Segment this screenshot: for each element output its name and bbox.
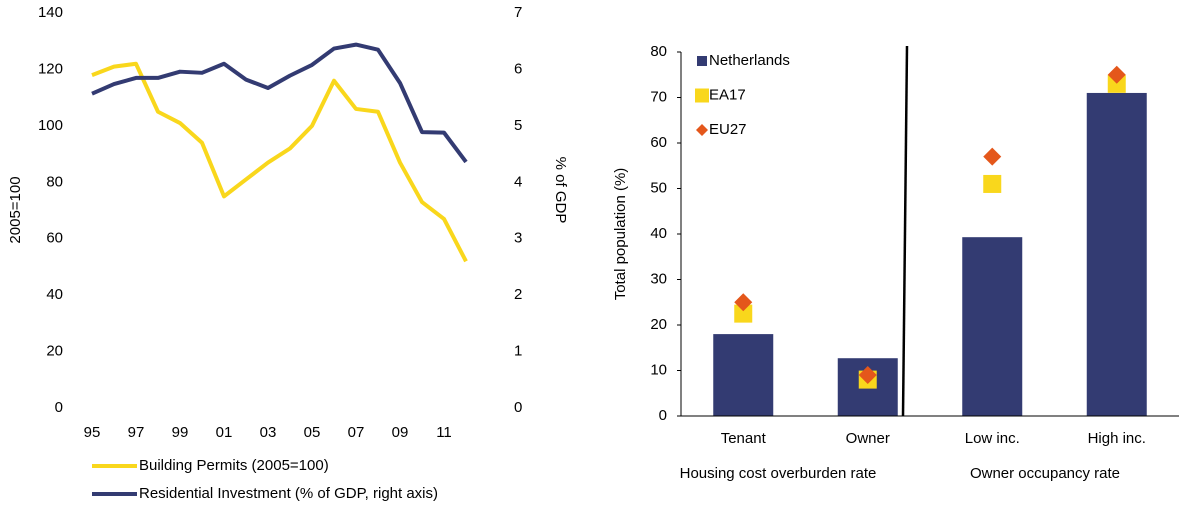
x-tick-label: Tenant	[721, 430, 767, 447]
y-tick-label: 80	[46, 173, 63, 190]
y-tick-label: 0	[55, 399, 63, 416]
x-tick-label: 09	[392, 424, 409, 441]
y-axis-label: Total population (%)	[612, 168, 629, 301]
y-tick-label: 120	[38, 60, 63, 77]
marker	[734, 293, 753, 312]
y2-tick-label: 2	[514, 286, 522, 303]
marker	[858, 366, 877, 385]
divider	[901, 45, 909, 417]
x-tick-label: 99	[172, 424, 189, 441]
y-tick-label: 10	[650, 361, 667, 378]
y2-tick-label: 6	[514, 60, 522, 77]
y-tick-label: 70	[650, 88, 667, 105]
y-tick-label: 40	[46, 286, 63, 303]
x-tick-label: 05	[304, 424, 321, 441]
y2-tick-label: 1	[514, 343, 522, 360]
y-tick-label: 140	[38, 4, 63, 21]
legend-label: Building Permits (2005=100)	[139, 457, 329, 474]
y-tick-label: 20	[650, 316, 667, 333]
x-tick-label: 11	[436, 424, 452, 441]
y-tick-label: 40	[650, 225, 667, 242]
group-label: Owner occupancy rate	[969, 465, 1121, 482]
y-tick-label: 50	[650, 179, 667, 196]
x-tick-label: Low inc.	[965, 430, 1020, 447]
y-tick-label: 0	[659, 407, 667, 424]
marker	[983, 174, 1002, 193]
y-tick-label: 20	[46, 343, 63, 360]
marker	[1107, 65, 1126, 84]
y-axis-label: 2005=100	[7, 176, 24, 243]
x-tick-label: High inc.	[1088, 430, 1146, 447]
x-tick-label: 01	[216, 424, 233, 441]
marker	[1107, 74, 1126, 93]
legend-label: EU27	[709, 121, 747, 138]
bar	[962, 237, 1023, 416]
y-tick-label: 100	[38, 117, 63, 134]
x-tick-label: 95	[84, 424, 101, 441]
legend-swatch	[695, 88, 709, 103]
marker	[983, 147, 1002, 166]
y2-tick-label: 3	[514, 230, 522, 247]
marker	[734, 304, 753, 323]
y2-tick-label: 5	[514, 117, 522, 134]
x-tick-label: 07	[348, 424, 365, 441]
legend-swatch	[697, 56, 707, 66]
y-tick-label: 60	[650, 134, 667, 151]
y-tick-label: 80	[650, 43, 667, 60]
line-series	[91, 61, 468, 263]
y2-tick-label: 4	[514, 173, 522, 190]
x-tick-label: 03	[260, 424, 277, 441]
x-tick-label: 97	[128, 424, 145, 441]
x-tick-label: Owner	[846, 430, 890, 447]
group-label: Housing cost overburden rate	[679, 465, 877, 482]
y2-tick-label: 7	[514, 4, 522, 21]
legend-label: EA17	[709, 86, 746, 103]
bar	[1086, 92, 1147, 416]
y2-tick-label: 0	[514, 399, 522, 416]
y-tick-label: 30	[650, 270, 667, 287]
line-series	[91, 42, 468, 164]
bar	[713, 334, 774, 416]
y2-axis-label: % of GDP	[552, 157, 569, 224]
y-tick-label: 60	[46, 230, 63, 247]
legend-swatch	[696, 124, 708, 136]
legend-label: Netherlands	[709, 52, 790, 69]
legend-label: Residential Investment (% of GDP, right …	[139, 485, 438, 502]
